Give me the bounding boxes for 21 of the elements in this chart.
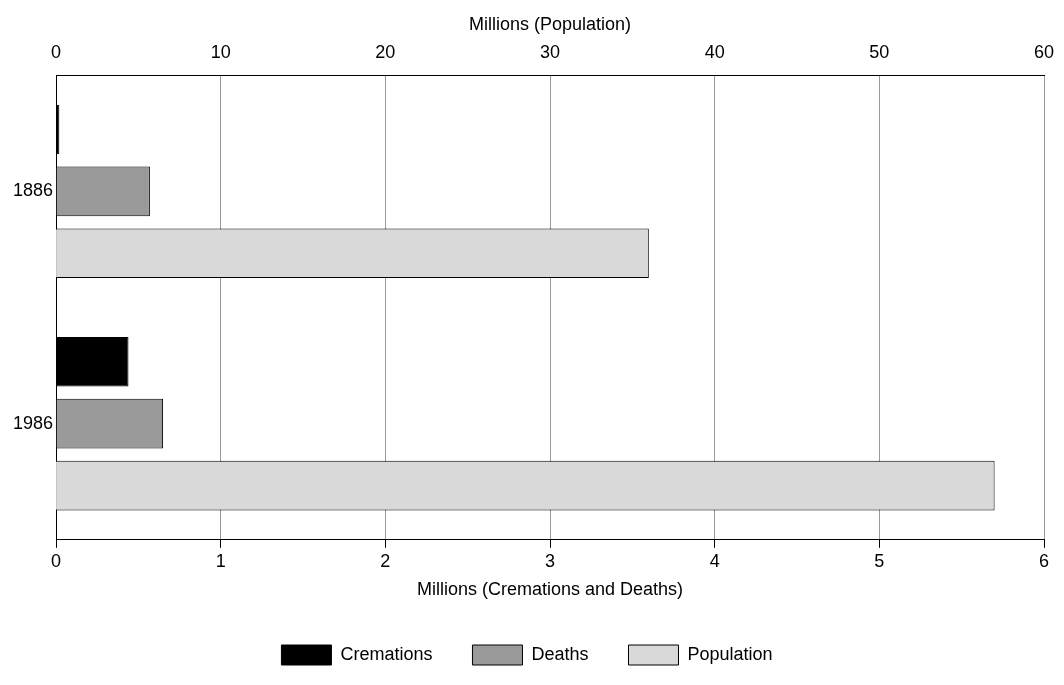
x2-tick-label: 0: [51, 42, 62, 63]
x-tick-label: 3: [545, 550, 556, 571]
x-axis-title: Millions (Cremations and Deaths): [416, 579, 684, 600]
x-tick-label: 0: [51, 550, 62, 571]
x2-tick-label: 20: [375, 42, 396, 63]
x2-tick-label: 60: [1033, 42, 1055, 63]
x2-tick-label: 50: [869, 42, 890, 63]
x-tick-label: 4: [709, 550, 720, 571]
x-tick-label: 1: [215, 550, 226, 571]
y-tick-label: 1886: [13, 180, 54, 201]
x-tick-label: 5: [874, 550, 885, 571]
y-tick-label: 1986: [13, 412, 54, 433]
legend-label: Population: [687, 643, 773, 664]
x2-tick-label: 40: [704, 42, 725, 63]
x-tick-label: 2: [380, 550, 391, 571]
x-tick-label: 6: [1038, 550, 1050, 571]
x2-axis-title: Millions (Population): [468, 13, 632, 34]
legend-label: Deaths: [531, 643, 589, 664]
x2-tick-label: 10: [210, 42, 231, 63]
x2-tick-label: 30: [540, 42, 561, 63]
legend-label: Cremations: [340, 643, 433, 664]
